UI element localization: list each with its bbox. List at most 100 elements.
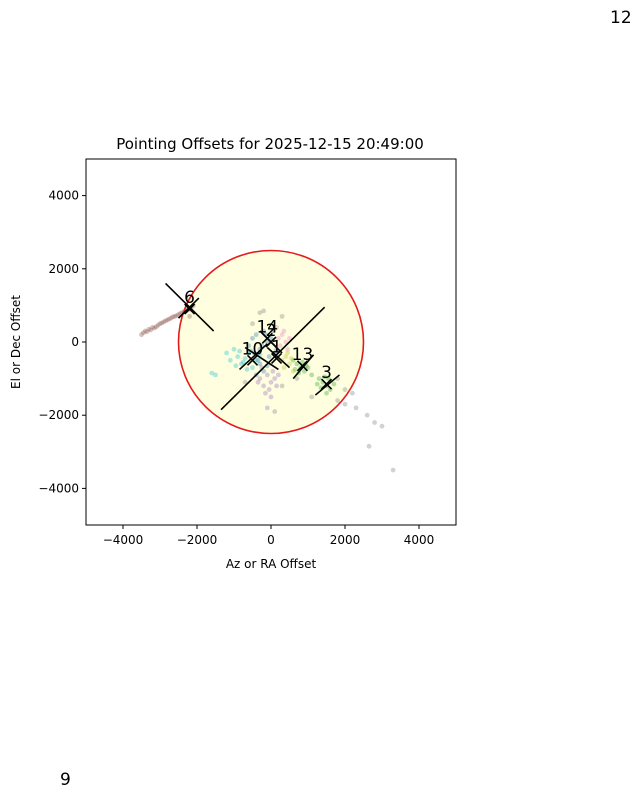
x-axis-label: Az or RA Offset (226, 557, 317, 571)
marker-label: 6 (184, 288, 195, 308)
scatter-point (274, 383, 279, 389)
scatter-point (285, 350, 291, 356)
scatter-point (152, 325, 157, 331)
scatter-point (350, 390, 355, 396)
scatter-point (342, 387, 348, 392)
scatter-point (240, 359, 246, 365)
scatter-point (279, 313, 285, 319)
scatter-point (281, 328, 287, 334)
y-tick-label: 0 (71, 335, 79, 349)
corner-label-top: 12 (610, 8, 632, 28)
scatter-point (272, 376, 278, 381)
scatter-point (140, 330, 146, 336)
scatter-point (279, 383, 285, 389)
scatter-point (233, 363, 239, 369)
scatter-point (309, 394, 315, 400)
scatter-point (227, 357, 233, 363)
scatter-point (292, 367, 298, 372)
scatter-point (287, 361, 292, 367)
scatter-point (305, 365, 311, 371)
marker-cross (270, 352, 283, 365)
y-tick-label: −2000 (38, 408, 79, 422)
scatter-point (264, 372, 270, 378)
scatter-point (331, 381, 337, 387)
scatter-point (322, 374, 328, 380)
scatter-point (266, 387, 272, 392)
marker-cross (265, 336, 277, 348)
scatter-point (300, 359, 305, 365)
scatter-point (364, 412, 370, 418)
scatter-point (244, 367, 250, 372)
chart-title: Pointing Offsets for 2025-12-15 20:49:00 (116, 135, 424, 153)
scatter-point (379, 423, 385, 429)
scatter-point (257, 376, 263, 381)
scatter-point (168, 315, 174, 321)
scatter-point (287, 335, 292, 341)
y-tick-label: 4000 (48, 189, 79, 203)
scatter-point (239, 361, 244, 367)
scatter-point (309, 372, 315, 378)
scatter-point (272, 409, 278, 414)
scatter-point (274, 324, 279, 330)
scatter-point (231, 346, 237, 352)
scatter-point (159, 320, 165, 326)
scatter-point (261, 308, 266, 314)
marker-cross (184, 303, 196, 315)
scatter-point (146, 326, 152, 332)
scatter-point (142, 328, 148, 334)
marker-label: 1 (271, 337, 282, 357)
marker-label: 14 (256, 317, 278, 337)
scatter-point (325, 376, 331, 381)
x-tick-label: −2000 (177, 533, 218, 547)
scatter-point (261, 328, 266, 334)
marker-label: 3 (321, 363, 332, 383)
scatter-point (242, 356, 248, 361)
scatter-point (255, 379, 261, 385)
scatter-point (172, 313, 178, 319)
scatter-point (270, 328, 276, 334)
scatter-point (250, 365, 255, 371)
marker-cross (246, 354, 259, 366)
scatter-point (279, 332, 285, 338)
scatter-point (257, 310, 263, 316)
scatter-point (283, 339, 289, 345)
scatter-point (224, 350, 230, 356)
marker-label: 10 (242, 339, 264, 359)
scatter-point (263, 390, 268, 396)
scatter-point (276, 335, 281, 341)
scatter-point (285, 346, 291, 352)
scatter-point (270, 368, 276, 374)
scatter-point (268, 394, 274, 400)
scatter-point (187, 313, 193, 319)
scatter-point (144, 329, 150, 335)
scatter-point (264, 339, 270, 345)
x-tick-label: −4000 (103, 533, 144, 547)
x-tick-label: 0 (267, 533, 275, 547)
marker-line (220, 306, 326, 411)
scatter-point (324, 390, 329, 396)
scatter-point (174, 313, 180, 319)
scatter-point (372, 420, 377, 425)
marker-cross (320, 378, 333, 390)
marker-cross (296, 360, 309, 372)
scatter-point (268, 335, 274, 341)
y-tick-label: −4000 (38, 481, 79, 495)
scatter-point (157, 321, 163, 327)
marker-line (239, 343, 268, 371)
scatter-point (316, 376, 322, 381)
marker-line (244, 346, 279, 371)
y-axis-label: El or Dec Offset (9, 295, 23, 389)
scatter-point (294, 361, 300, 367)
scatter-point (250, 335, 255, 341)
scatter-point (246, 350, 252, 356)
scatter-point (213, 372, 218, 378)
scatter-point (276, 372, 281, 378)
scatter-point (235, 354, 241, 360)
scatter-point (294, 376, 300, 381)
scatter-point (148, 327, 154, 333)
marker-label: 13 (292, 345, 314, 365)
marker-label: 2 (266, 321, 277, 341)
scatter-point (253, 332, 259, 338)
scatter-point (277, 343, 283, 349)
